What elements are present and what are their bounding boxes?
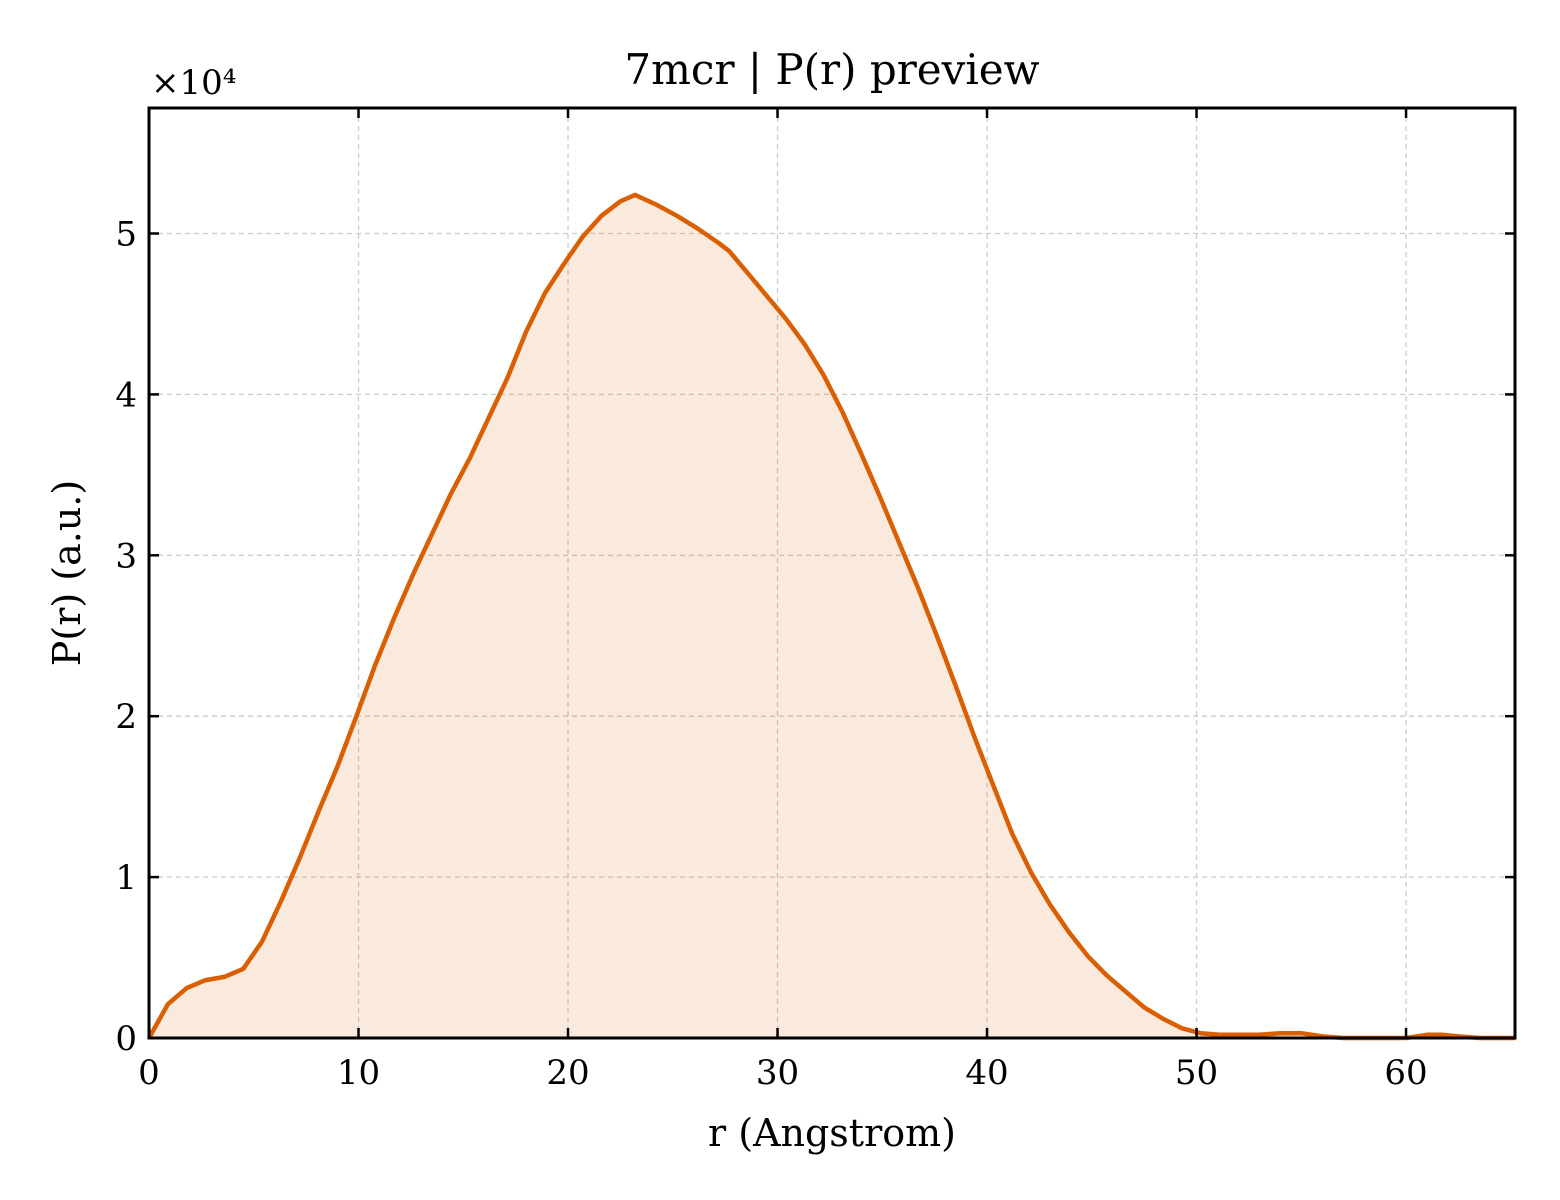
y-tick-label: 1	[115, 858, 137, 898]
x-tick-label: 20	[546, 1053, 589, 1093]
y-axis-label: P(r) (a.u.)	[45, 480, 89, 666]
x-tick-label: 40	[965, 1053, 1008, 1093]
y-tick-label: 0	[115, 1019, 137, 1059]
x-axis-label: r (Angstrom)	[708, 1111, 956, 1155]
tick-layer: 0 10 20 30 40 50 60 0 1 2 3 4 5	[115, 108, 1515, 1093]
x-tick-label: 0	[138, 1053, 160, 1093]
plot-frame	[147, 106, 1517, 1040]
area-fill	[149, 194, 1515, 1038]
series-line	[147, 192, 1515, 1041]
x-tick-label: 50	[1175, 1053, 1218, 1093]
y-tick-label: 3	[115, 536, 137, 576]
x-tick-label: 60	[1384, 1053, 1427, 1093]
y-tick-label: 5	[115, 215, 137, 255]
chart-title: 7mcr | P(r) preview	[624, 45, 1039, 94]
y-multiplier-label: ×10⁴	[151, 63, 236, 103]
grid-layer	[149, 108, 1515, 1038]
x-tick-label: 30	[756, 1053, 799, 1093]
y-tick-label: 2	[115, 697, 137, 737]
x-tick-label: 10	[337, 1053, 380, 1093]
y-tick-label: 4	[115, 375, 137, 415]
